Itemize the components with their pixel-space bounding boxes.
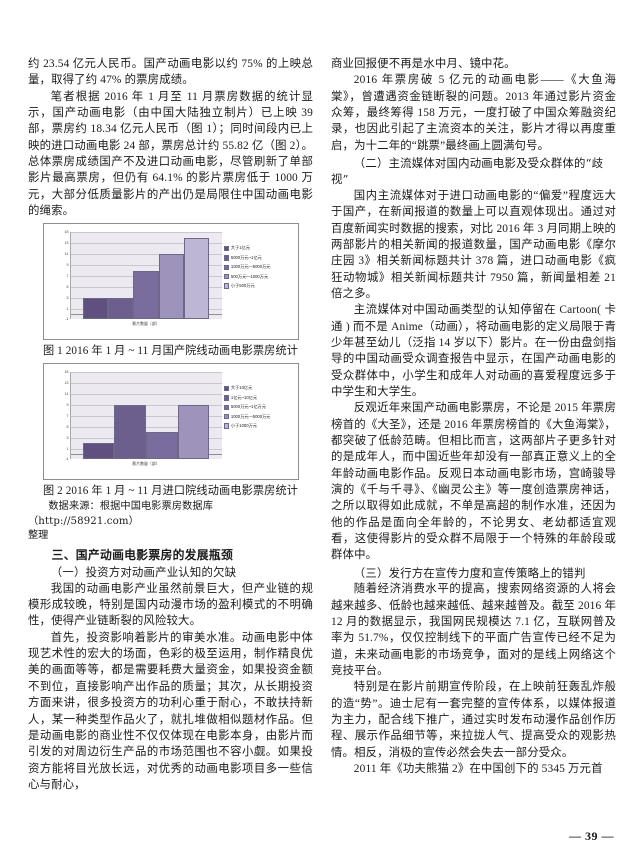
bar: [82, 297, 108, 320]
bar: [177, 405, 210, 460]
y-tick: 11: [64, 392, 69, 397]
paragraph: 主流媒体对中国动画类型的认知停留在 Cartoon( 卡通 ) 而不是 Anim…: [331, 304, 616, 398]
bar: [158, 254, 185, 320]
legend-swatch: [223, 255, 229, 261]
subsection-heading-3: （三）发行方在宣传力度和宣传策略上的错判: [353, 565, 586, 580]
paragraph: 我国的动画电影产业虽然前景巨大，但产业链的规模形成较晚，特别是国内动漫市场的盈利…: [28, 582, 313, 628]
legend-label: 1亿元~10亿元: [230, 394, 258, 400]
y-tick: 11: [64, 252, 69, 257]
legend-swatch: [223, 395, 229, 401]
figure-2-source: 数据来源：根据中国电影票房数据库（http://58921.com）: [28, 501, 213, 527]
section-heading: 三、国产动画电影票房的发展瓶颈: [51, 547, 234, 562]
y-tick: 3: [66, 295, 69, 300]
chart-2-legend: 大于10亿元 1亿元~10亿元 5000万元~1亿万元 1000万元—5000万元 小于…: [223, 385, 294, 432]
legend-item: 小于1000万元: [223, 423, 294, 429]
legend-label: 500万元—1000万元: [230, 273, 269, 279]
paragraph: 2016 年票房破 5 亿元的动画电影——《大鱼海棠》，曾遭遇资金链断裂的问题。…: [331, 74, 616, 152]
legend-item: 1000万元—5000万元: [223, 413, 294, 420]
legend-label: 大于10亿元: [230, 385, 253, 391]
y-tick: 1: [66, 306, 69, 311]
paragraph: 国内主流媒体对于进口动画电影的“偏爱”程度远大于国产，在新闻报道的数量上可以直观…: [331, 189, 616, 300]
legend-item: 小于500万元: [223, 283, 294, 289]
chart-1-bars: [82, 232, 210, 320]
figure-1-caption: 图 1 2016 年 1 月 ~ 11 月国产院线动画电影票房统计: [42, 345, 299, 358]
y-tick: 1: [66, 446, 69, 451]
y-tick: -1: [65, 317, 69, 322]
legend-item: 大于1亿元: [223, 245, 294, 252]
page-number: — 39 —: [569, 829, 614, 843]
figure-2: 15 13 11 9 7 5 3 1 -1 影片数量（部） 大于1: [28, 363, 313, 544]
chart-2-plot-area: 15 13 11 9 7 5 3 1 -1 影片数量（部）: [65, 370, 222, 466]
legend-swatch: [223, 283, 229, 289]
paragraph: 商业回报便不再是水中月、镜中花。: [331, 58, 516, 70]
y-tick: 9: [66, 403, 69, 408]
legend-label: 5000万元~1亿万元: [230, 404, 266, 410]
legend-swatch: [223, 264, 229, 270]
paragraph: 笔者根据 2016 年 1 月至 11 月票房数据的统计显示，国产动画电影（由中…: [28, 90, 313, 218]
bar: [184, 237, 210, 320]
y-tick: 15: [64, 370, 69, 375]
right-column: 商业回报便不再是水中月、镜中花。 2016 年票房破 5 亿元的动画电影——《大…: [331, 56, 616, 798]
bar: [107, 297, 134, 320]
legend-item: 大于10亿元: [223, 385, 294, 392]
paragraph: 反观近年来国产动画电影票房，不论是 2015 年票房榜首的《大圣》，还是 201…: [331, 402, 616, 562]
y-tick: -1: [65, 457, 69, 462]
paragraph: 2011 年《功夫熊猫 2》在中国创下的 5345 万元首: [353, 762, 603, 775]
paragraph: 首先，投资影响着影片的审美水准。动画电影中体现艺术性的宏大的场面，色彩的极至运用…: [28, 631, 313, 791]
bar: [133, 270, 159, 320]
subsection-heading-2: （二）主流媒体对国内动画电影及受众群体的“歧视”: [331, 156, 604, 187]
chart-1: 15 13 11 9 7 5 3 1 -1 影片数量（部） 大于1: [42, 223, 299, 341]
two-column-layout: 约 23.54 亿元人民币。国产动画电影以约 75% 的上映总量，取得了约 47…: [28, 56, 616, 798]
y-tick: 3: [66, 435, 69, 440]
figure-2-caption: 图 2 2016 年 1 月 ~ 11 月进口院线动画电影票房统计: [42, 485, 299, 498]
chart-2: 15 13 11 9 7 5 3 1 -1 影片数量（部） 大于1: [42, 363, 299, 481]
chart-1-plot-area: 15 13 11 9 7 5 3 1 -1 影片数量（部）: [65, 230, 222, 326]
legend-item: 5000万元~1亿万元: [223, 404, 294, 410]
legend-label: 5000万元~1亿元: [230, 254, 262, 260]
left-column: 约 23.54 亿元人民币。国产动画电影以约 75% 的上映总量，取得了约 47…: [28, 56, 313, 798]
bar: [114, 405, 147, 460]
legend-swatch: [223, 273, 229, 280]
legend-swatch: [223, 404, 229, 410]
legend-label: 1000万元—5000万元: [230, 413, 271, 419]
legend-item: 500万元—1000万元: [223, 273, 294, 280]
y-tick: 7: [66, 413, 69, 418]
y-tick: 15: [64, 230, 69, 235]
paragraph: 随着经济消费水平的提高，搜索网络资源的人将会越来越多、低龄也越来越低、越来越普及…: [331, 583, 616, 677]
chart-1-x-label: 影片数量（部）: [132, 321, 160, 327]
paragraph: 约 23.54 亿元人民币。国产动画电影以约 75% 的上映总量，取得了约 47…: [28, 58, 313, 87]
chart-1-legend: 大于1亿元 5000万元~1亿元 1000万元—5000万元 500万元—1000万元…: [223, 245, 294, 292]
legend-swatch: [223, 413, 229, 420]
legend-label: 1000万元—5000万元: [230, 264, 271, 270]
legend-label: 小于1000万元: [230, 423, 257, 428]
y-tick: 13: [64, 381, 69, 386]
paragraph: 特别是在影片前期宣传阶段，在上映前狂轰乱炸般的造“势”。迪士尼有一套完整的宣传体…: [331, 681, 616, 759]
figure-1: 15 13 11 9 7 5 3 1 -1 影片数量（部） 大于1: [28, 223, 313, 359]
legend-item: 5000万元~1亿元: [223, 254, 294, 261]
subsection-heading-1: （一）投资方对动画产业认知的欠缺: [50, 565, 237, 580]
bar: [146, 432, 178, 460]
y-tick: 9: [66, 263, 69, 268]
chart-2-x-label: 影片数量（部）: [132, 461, 160, 467]
bar: [82, 443, 115, 460]
legend-item: 1亿元~10亿元: [223, 394, 294, 401]
legend-label: 大于1亿元: [230, 245, 250, 251]
legend-label: 小于500万元: [230, 283, 255, 288]
y-tick: 5: [66, 424, 69, 429]
y-tick: 13: [64, 241, 69, 246]
y-tick: 5: [66, 284, 69, 289]
figure-2-source-continued: 整理: [28, 530, 49, 542]
legend-swatch: [223, 385, 229, 392]
legend-swatch: [223, 423, 229, 429]
legend-item: 1000万元—5000万元: [223, 264, 294, 270]
legend-swatch: [223, 245, 229, 252]
chart-2-bars: [82, 372, 210, 460]
y-tick: 7: [66, 273, 69, 278]
